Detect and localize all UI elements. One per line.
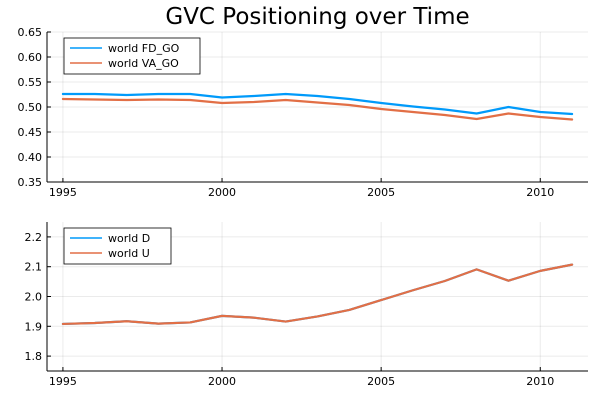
series-line-world-u — [61, 263, 574, 326]
y-tick-label: 2.2 — [25, 231, 43, 244]
legend-label: world U — [108, 247, 150, 260]
y-tick-label: 0.50 — [18, 101, 43, 114]
chart-title: GVC Positioning over Time — [165, 4, 469, 30]
legend-box — [63, 37, 201, 75]
y-tick-label: 2.1 — [25, 261, 43, 274]
x-tick-label: 2005 — [367, 375, 395, 388]
legend-box — [63, 227, 172, 265]
x-tick-label: 1995 — [49, 375, 77, 388]
x-tick-label: 2010 — [526, 375, 554, 388]
legend: world D world U — [63, 227, 172, 265]
y-tick-label: 0.65 — [18, 26, 43, 39]
x-tick-label: 1995 — [49, 186, 77, 199]
x-tick-label: 2005 — [367, 186, 395, 199]
y-tick-label: 1.9 — [25, 320, 43, 333]
y-tick-label: 1.8 — [25, 350, 43, 363]
y-tick-label: 2.0 — [25, 291, 43, 304]
legend-label: world VA_GO — [108, 57, 179, 70]
y-tick-label: 0.40 — [18, 151, 43, 164]
series-line-world-d — [61, 263, 574, 326]
x-tick-label: 2000 — [208, 375, 236, 388]
y-tick-label: 0.60 — [18, 51, 43, 64]
y-tick-label: 0.45 — [18, 126, 43, 139]
legend-label: world D — [108, 232, 150, 245]
y-tick-label: 0.35 — [18, 176, 43, 189]
series-line-world-va-go — [61, 97, 574, 121]
x-tick-label: 2000 — [208, 186, 236, 199]
series-line-world-fd-go — [61, 92, 574, 116]
legend-label: world FD_GO — [108, 42, 180, 55]
y-tick-label: 0.55 — [18, 76, 43, 89]
x-tick-label: 2010 — [526, 186, 554, 199]
chart-panel-1: GVC Positioning over Time 1995 2000 2005 201… — [18, 4, 588, 199]
